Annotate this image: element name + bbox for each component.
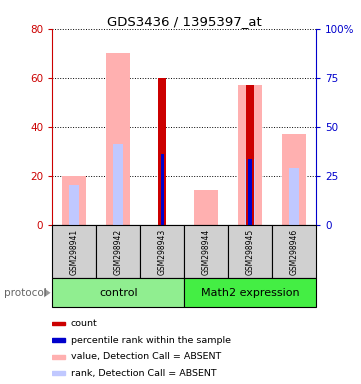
Text: value, Detection Call = ABSENT: value, Detection Call = ABSENT	[71, 352, 221, 361]
Text: rank, Detection Call = ABSENT: rank, Detection Call = ABSENT	[71, 369, 216, 378]
Bar	[194, 190, 218, 225]
Bar	[184, 225, 228, 278]
Bar	[238, 85, 262, 225]
Bar	[52, 225, 96, 278]
Bar	[158, 78, 166, 225]
Text: protocol: protocol	[4, 288, 46, 298]
Text: count: count	[71, 319, 97, 328]
Bar	[52, 355, 65, 359]
Bar	[184, 278, 316, 307]
Text: GSM298942: GSM298942	[114, 228, 123, 275]
Bar	[106, 53, 130, 225]
Bar	[69, 185, 79, 225]
Polygon shape	[44, 288, 51, 297]
Text: GSM298943: GSM298943	[158, 228, 167, 275]
Text: percentile rank within the sample: percentile rank within the sample	[71, 336, 231, 344]
Title: GDS3436 / 1395397_at: GDS3436 / 1395397_at	[107, 15, 261, 28]
Text: GSM298945: GSM298945	[245, 228, 255, 275]
Bar	[282, 134, 306, 225]
Bar	[52, 371, 65, 375]
Text: GSM298944: GSM298944	[201, 228, 210, 275]
Bar	[245, 159, 255, 225]
Bar	[289, 168, 299, 225]
Text: Math2 expression: Math2 expression	[201, 288, 299, 298]
Text: GSM298941: GSM298941	[70, 228, 79, 275]
Bar	[248, 159, 252, 225]
Bar	[62, 176, 86, 225]
Bar	[52, 278, 184, 307]
Bar	[113, 144, 123, 225]
Text: GSM298946: GSM298946	[290, 228, 299, 275]
Bar	[272, 225, 316, 278]
Bar	[161, 154, 164, 225]
Bar	[228, 225, 272, 278]
Bar	[140, 225, 184, 278]
Bar	[96, 225, 140, 278]
Bar	[52, 338, 65, 342]
Text: control: control	[99, 288, 138, 298]
Bar	[246, 85, 254, 225]
Bar	[52, 321, 65, 325]
